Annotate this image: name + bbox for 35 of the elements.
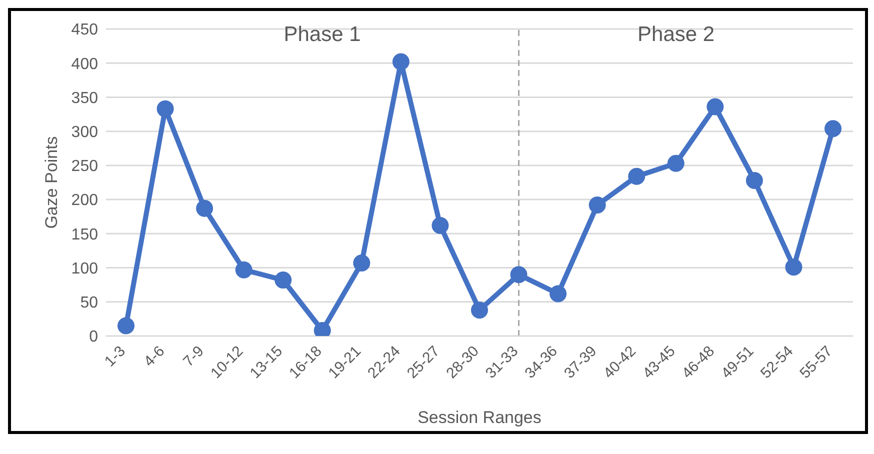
- point: [118, 317, 134, 334]
- y-tick-label: 300: [71, 124, 98, 142]
- y-tick-label: 400: [71, 56, 98, 73]
- point: [785, 258, 802, 276]
- y-tick-label: 150: [71, 226, 98, 244]
- point: [510, 266, 528, 284]
- point: [706, 98, 724, 116]
- point: [156, 100, 174, 118]
- annotation: Phase 1: [284, 23, 361, 47]
- point: [588, 196, 606, 214]
- point: [274, 272, 292, 289]
- point: [392, 53, 410, 70]
- y-tick-label: 350: [71, 90, 98, 107]
- y-tick-label: 450: [71, 22, 98, 39]
- point: [824, 120, 842, 138]
- x-tick-label: 7-9: [180, 342, 208, 370]
- y-tick-label: 200: [71, 192, 98, 210]
- point: [667, 154, 684, 172]
- y-tick-label: 100: [71, 260, 98, 278]
- point: [550, 285, 567, 302]
- y-axis-title: Gaze Points: [42, 136, 62, 229]
- x-axis-title: Session Ranges: [418, 408, 542, 427]
- y-tick-label: 250: [71, 158, 98, 176]
- x-tick-label: 4-6: [140, 342, 168, 370]
- y-tick-label: 50: [80, 294, 98, 312]
- point: [196, 200, 214, 217]
- y-tick-label: 0: [89, 328, 98, 346]
- point: [235, 261, 252, 278]
- annotation: Phase 2: [638, 23, 715, 47]
- point: [353, 254, 370, 272]
- point: [432, 216, 449, 234]
- point: [746, 172, 763, 189]
- point: [471, 302, 488, 319]
- x-tick-label: 1-3: [101, 342, 129, 370]
- point: [628, 168, 646, 185]
